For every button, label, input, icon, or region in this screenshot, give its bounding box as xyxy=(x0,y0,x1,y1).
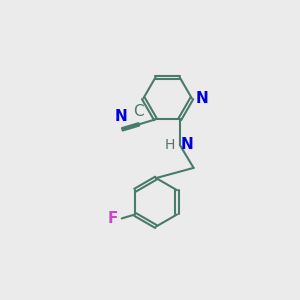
Text: N: N xyxy=(115,109,128,124)
Text: N: N xyxy=(196,91,209,106)
Text: F: F xyxy=(107,211,118,226)
Text: N: N xyxy=(180,137,193,152)
Text: C: C xyxy=(133,104,143,119)
Text: H: H xyxy=(164,138,175,152)
